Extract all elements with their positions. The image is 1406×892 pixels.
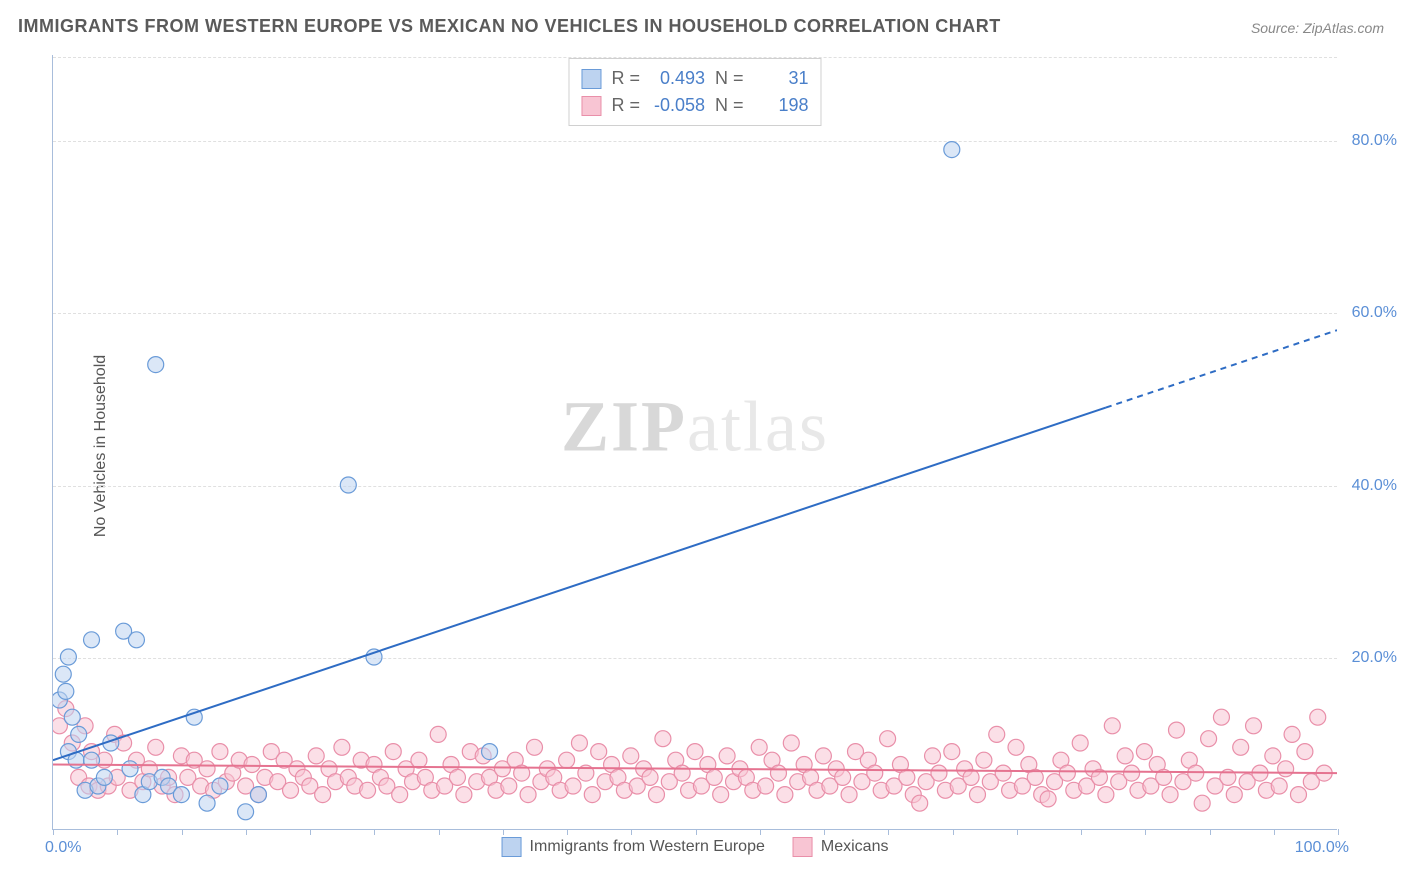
xtick-mark xyxy=(696,829,697,835)
xtick-mark xyxy=(117,829,118,835)
xtick-mark xyxy=(888,829,889,835)
plot-area: ZIPatlas R = 0.493 N = 31 R = -0.058 N =… xyxy=(52,55,1337,830)
xtick-mark xyxy=(1338,829,1339,835)
xtick-mark xyxy=(53,829,54,835)
chart-svg xyxy=(53,55,1337,829)
xtick-left: 0.0% xyxy=(45,839,81,857)
stats-row-series2: R = -0.058 N = 198 xyxy=(581,92,808,119)
xtick-mark xyxy=(953,829,954,835)
stats-row-series1: R = 0.493 N = 31 xyxy=(581,65,808,92)
legend-swatch-series1 xyxy=(502,837,522,857)
xtick-mark xyxy=(824,829,825,835)
xtick-mark xyxy=(374,829,375,835)
xtick-mark xyxy=(631,829,632,835)
xtick-mark xyxy=(760,829,761,835)
legend-label-series2: Mexicans xyxy=(821,838,889,856)
swatch-series1 xyxy=(581,69,601,89)
chart-container: IMMIGRANTS FROM WESTERN EUROPE VS MEXICA… xyxy=(0,0,1406,892)
xtick-mark xyxy=(246,829,247,835)
xtick-mark xyxy=(182,829,183,835)
xtick-mark xyxy=(310,829,311,835)
chart-title: IMMIGRANTS FROM WESTERN EUROPE VS MEXICA… xyxy=(18,16,1001,37)
legend-swatch-series2 xyxy=(793,837,813,857)
xtick-mark xyxy=(439,829,440,835)
ytick-label: 40.0% xyxy=(1352,477,1397,495)
xtick-mark xyxy=(1274,829,1275,835)
xtick-mark xyxy=(1145,829,1146,835)
legend-item-series2: Mexicans xyxy=(793,837,889,857)
ytick-label: 20.0% xyxy=(1352,649,1397,667)
ytick-label: 60.0% xyxy=(1352,304,1397,322)
legend-label-series1: Immigrants from Western Europe xyxy=(530,838,765,856)
swatch-series2 xyxy=(581,96,601,116)
source-attribution: Source: ZipAtlas.com xyxy=(1251,20,1384,36)
xtick-mark xyxy=(1081,829,1082,835)
xtick-mark xyxy=(1017,829,1018,835)
stats-legend-box: R = 0.493 N = 31 R = -0.058 N = 198 xyxy=(568,58,821,126)
ytick-label: 80.0% xyxy=(1352,132,1397,150)
xtick-right: 100.0% xyxy=(1295,839,1349,857)
legend-item-series1: Immigrants from Western Europe xyxy=(502,837,765,857)
xtick-mark xyxy=(1210,829,1211,835)
legend-bottom: Immigrants from Western Europe Mexicans xyxy=(502,837,889,857)
xtick-mark xyxy=(503,829,504,835)
xtick-mark xyxy=(567,829,568,835)
